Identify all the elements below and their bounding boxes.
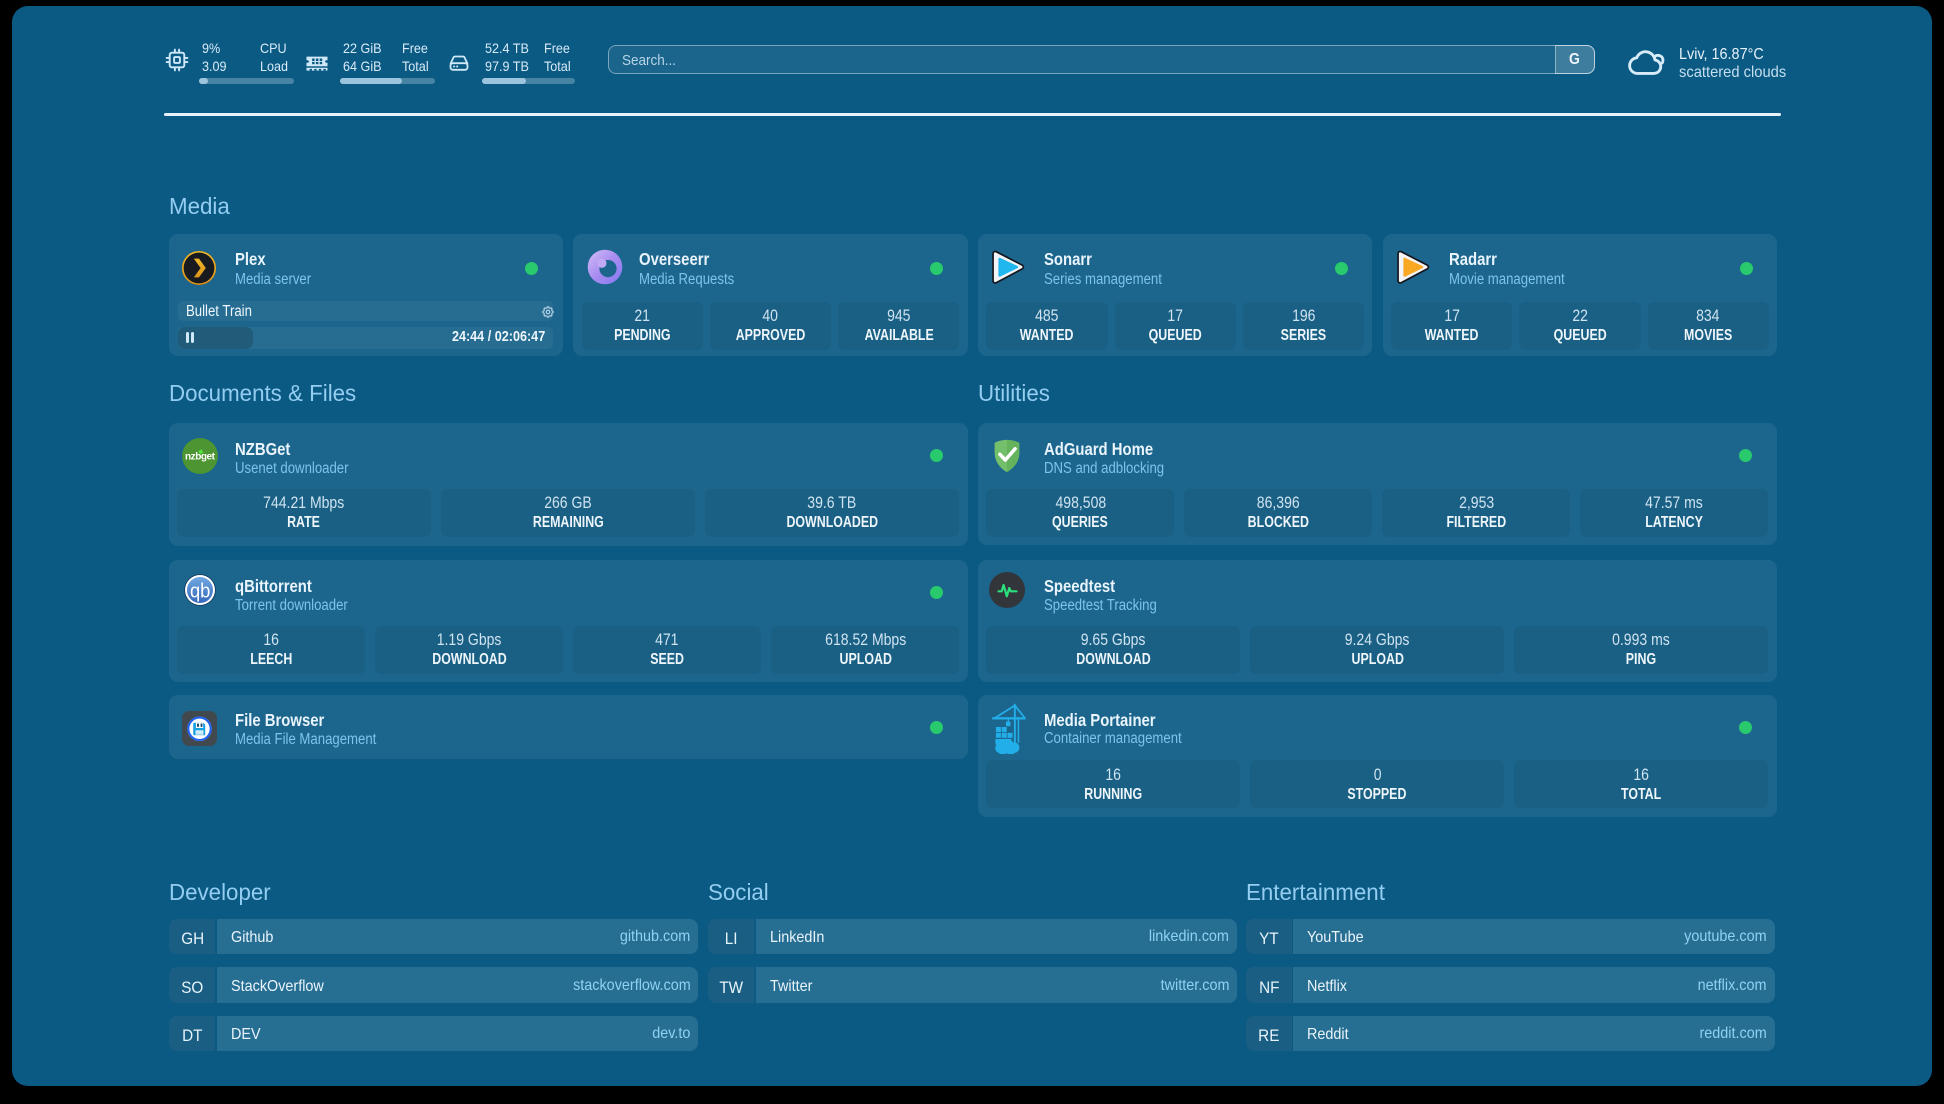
svg-text:qb: qb — [190, 581, 210, 603]
svg-text:nzbget: nzbget — [185, 451, 216, 462]
